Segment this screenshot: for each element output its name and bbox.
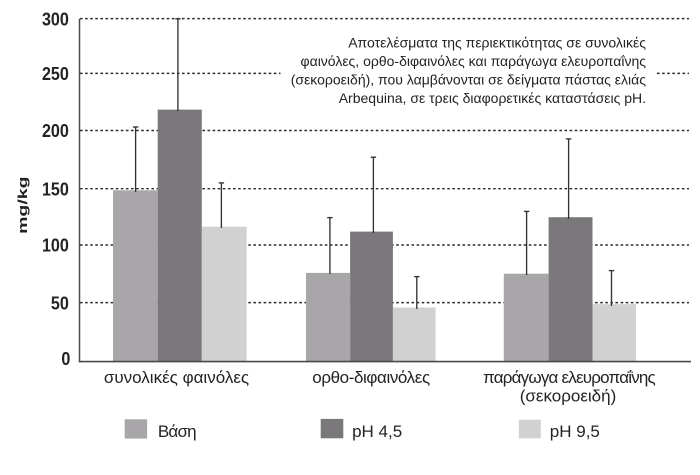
svg-text:300: 300 xyxy=(42,8,69,29)
svg-text:Arbequina, σε τρεις διαφορετικ: Arbequina, σε τρεις διαφορετικές καταστά… xyxy=(339,90,646,106)
svg-text:Αποτελέσματα της περιεκτικότητ: Αποτελέσματα της περιεκτικότητας σε συνο… xyxy=(348,35,646,51)
svg-text:(σεκοροειδή): (σεκοροειδή) xyxy=(520,387,617,406)
svg-text:συνολικές φαινόλες: συνολικές φαινόλες xyxy=(104,368,249,387)
svg-text:100: 100 xyxy=(42,235,69,256)
svg-text:mg/kg: mg/kg xyxy=(15,176,30,233)
svg-text:pH 9,5: pH 9,5 xyxy=(550,422,600,441)
svg-text:pH 4,5: pH 4,5 xyxy=(352,422,402,441)
svg-text:250: 250 xyxy=(42,63,69,84)
svg-text:0: 0 xyxy=(61,348,70,369)
svg-text:Βάση: Βάση xyxy=(158,422,196,441)
svg-text:φαινόλες, ορθο-διφαινόλες και: φαινόλες, ορθο-διφαινόλες και παράγωγα ε… xyxy=(301,53,647,69)
svg-text:παράγωγα ελευροπαΐνης: παράγωγα ελευροπαΐνης xyxy=(483,368,656,387)
svg-text:ορθο-διφαινόλες: ορθο-διφαινόλες xyxy=(312,368,430,387)
svg-text:200: 200 xyxy=(42,120,69,141)
svg-text:150: 150 xyxy=(42,178,69,199)
svg-text:(σεκοροειδή), που λαμβάνονται: (σεκοροειδή), που λαμβάνονται σε δείγματ… xyxy=(291,72,646,88)
svg-text:50: 50 xyxy=(51,292,69,313)
